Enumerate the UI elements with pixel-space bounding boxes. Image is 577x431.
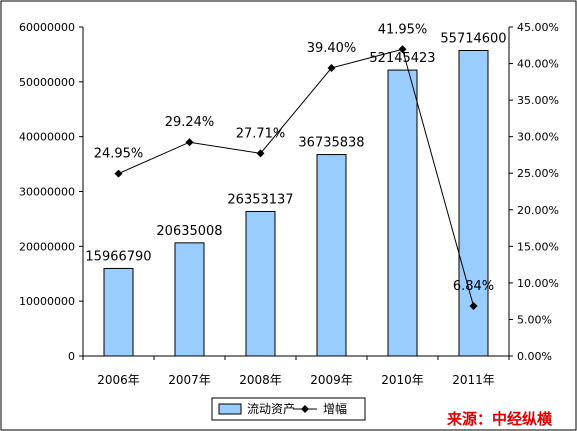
right-tick-label: 5.00% [517, 313, 552, 326]
left-tick-label: 10000000 [19, 295, 75, 308]
left-tick-label: 40000000 [19, 131, 75, 144]
growth-value-label: 24.95% [94, 147, 144, 162]
x-tick-label: 2008年 [239, 373, 282, 387]
right-tick-label: 10.00% [517, 277, 559, 290]
growth-line [118, 48, 474, 307]
left-tick-label: 20000000 [19, 240, 75, 253]
right-tick-label: 40.00% [517, 58, 559, 71]
right-tick-label: 30.00% [517, 131, 559, 144]
growth-value-label: 41.95% [378, 22, 428, 37]
line-layer [114, 45, 478, 310]
right-tick-label: 20.00% [517, 204, 559, 217]
left-tick-label: 30000000 [19, 186, 75, 199]
right-tick-label: 45.00% [517, 21, 559, 34]
bar-5 [387, 69, 418, 357]
x-tick-label: 2009年 [310, 373, 353, 387]
legend-label-bar: 流动资产 [247, 402, 295, 416]
bar-value-label: 26353137 [227, 192, 293, 207]
labels-layer: 15966790 20635008 26353137 36735838 52145423… [85, 22, 506, 294]
bar-value-label: 55714600 [440, 31, 506, 46]
legend-swatch-marker [301, 405, 309, 413]
left-tick-label: 60000000 [19, 21, 75, 34]
bars-layer [103, 49, 489, 357]
growth-value-label: 27.71% [236, 126, 286, 141]
right-tick-label: 25.00% [517, 167, 559, 180]
growth-value-label: 29.24% [165, 115, 215, 130]
bar-value-label: 20635008 [156, 224, 222, 239]
left-tick-label: 50000000 [19, 76, 75, 89]
x-tick-label: 2010年 [381, 373, 424, 387]
legend: 流动资产 增幅 [211, 397, 366, 421]
growth-point-4 [327, 63, 336, 72]
growth-value-label: 39.40% [307, 41, 357, 56]
source-label: 来源：中经纵横 [446, 410, 553, 428]
bar-3 [245, 210, 276, 357]
bar-value-label: 36735838 [298, 136, 364, 151]
growth-point-2 [185, 138, 194, 147]
x-tick-label: 2006年 [97, 373, 140, 387]
growth-point-5 [398, 45, 407, 54]
left-tick-label: 0 [68, 350, 75, 363]
growth-point-1 [114, 169, 123, 178]
growth-value-label: 6.84% [453, 279, 494, 294]
bar-2 [174, 242, 205, 357]
bar-value-label: 52145423 [369, 51, 435, 66]
growth-point-6 [469, 301, 478, 310]
x-tick-label: 2011年 [452, 373, 495, 387]
bar-1 [103, 267, 134, 357]
right-tick-label: 0.00% [517, 350, 552, 363]
legend-box [211, 397, 366, 421]
right-tick-label: 35.00% [517, 94, 559, 107]
bar-6 [458, 49, 489, 357]
x-tick-label: 2007年 [168, 373, 211, 387]
legend-swatch-bar [218, 403, 242, 415]
legend-label-line: 增幅 [323, 401, 347, 416]
axes-layer: 0 10000000 20000000 30000000 40000000 5000000… [19, 21, 559, 387]
bar-value-label: 15966790 [85, 249, 151, 264]
right-tick-label: 15.00% [517, 240, 559, 253]
growth-point-3 [256, 149, 265, 158]
bar-4 [316, 154, 347, 357]
